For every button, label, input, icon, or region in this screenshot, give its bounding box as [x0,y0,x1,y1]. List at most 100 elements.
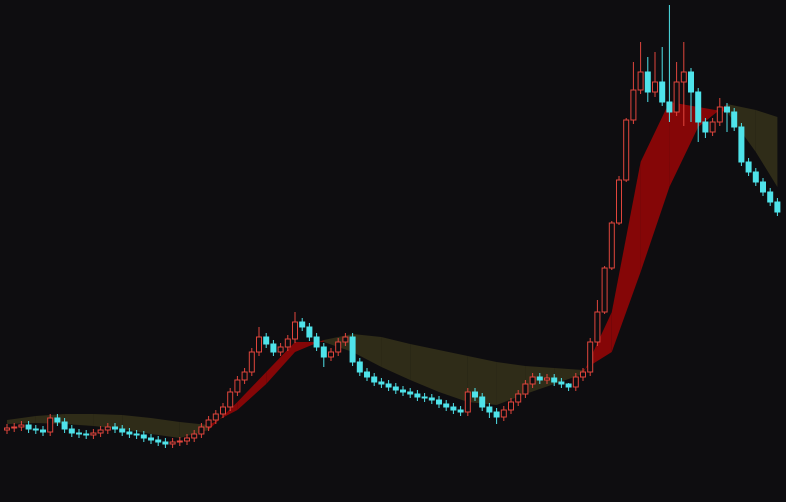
candle-body [731,111,738,128]
cloud-segment [439,350,468,402]
candle-body [558,381,565,385]
candle-body [637,71,644,91]
candle-body [472,391,478,398]
candle-body [666,101,673,113]
candle-body [356,361,363,373]
candle-body [392,386,399,391]
candle-body [198,426,205,435]
candle-body [169,441,176,445]
candle-body [335,341,342,353]
candle-body [385,383,392,388]
candle-body [241,371,248,381]
cloud-segment [611,162,641,352]
candle-body [745,161,752,173]
candle-body [515,393,522,403]
candle-body [25,424,32,430]
candle-body [320,346,327,358]
candle-body [544,377,550,381]
candle-body [724,106,730,113]
candle-body [709,121,716,133]
candle-body [184,437,190,442]
candle-body [587,341,594,373]
candle-body [140,434,147,439]
candle-body [76,432,82,435]
candle-body [263,336,270,345]
candle-body [428,397,435,401]
candle-body [155,439,162,443]
cloud-segment [237,372,267,410]
candle-body [407,391,414,395]
candle-body [162,441,169,445]
cloud-segment [640,102,670,272]
candle-body [4,427,10,431]
candle-body [752,171,759,183]
candle-body [97,429,104,434]
candle-body [522,383,529,395]
candle-body [212,413,219,421]
candle-body [54,417,61,423]
candle-body [342,336,349,343]
candle-body [644,71,651,93]
cloud-segment [381,337,411,380]
candle-body [623,119,630,181]
candle-body [277,346,284,353]
cloud-segment [64,414,94,426]
candle-body [630,89,637,121]
candle-body [378,381,385,385]
candle-body [760,181,766,193]
candle-body [126,431,133,435]
cloud-segment [669,102,699,187]
candle-body [767,191,774,203]
candle-body [594,311,601,343]
candle-body [256,336,262,353]
candle-body [11,426,18,429]
candle-body [738,126,745,163]
candle-body [695,91,702,123]
candle-body [580,371,586,378]
candle-body [659,81,666,103]
candle-body [227,391,234,408]
candle-body [601,267,608,313]
candle-body [486,406,493,413]
candle-body [292,321,298,340]
cloud-segment [151,418,180,438]
candle-body [90,432,97,436]
candle-body [205,419,212,428]
candle-body [680,71,687,83]
candle-body [400,389,406,393]
candle-body [18,424,25,428]
candle-body [616,179,622,224]
candle-body [176,440,183,443]
candle-body [220,406,226,415]
candle-body [479,396,486,408]
candle-body [306,326,313,338]
candle-body [572,376,579,388]
candle-body [702,121,709,133]
cloud-segment [698,104,727,127]
candle-body [443,403,450,408]
candle-body [464,391,471,413]
candle-body [119,428,126,433]
candle-body [565,383,572,388]
candle-body [234,379,241,393]
candle-body [536,376,543,381]
candle-body [328,351,334,358]
candle-body [270,343,277,353]
cloud-segment [755,110,778,187]
candle-body [551,377,558,383]
candle-body [47,417,54,433]
candle-body [529,376,536,385]
candle-body [68,428,75,434]
candle-body [457,409,464,413]
candle-body [349,336,356,363]
candle-body [688,71,694,93]
candle-body [364,371,370,378]
cloud-segment [410,344,439,392]
candle-body [299,321,306,328]
candle-body [83,433,90,436]
candle-body [421,396,428,399]
candle-body [371,376,378,383]
candle-body [248,351,255,373]
candle-body [493,411,500,418]
